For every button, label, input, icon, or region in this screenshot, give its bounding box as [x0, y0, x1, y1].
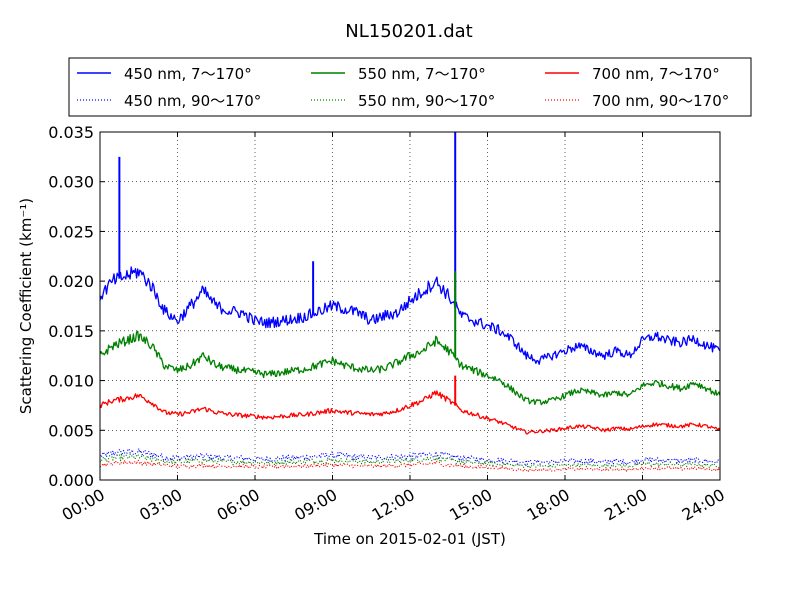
chart-title: NL150201.dat: [345, 21, 472, 42]
series-layer: [99, 132, 721, 472]
series-line: [99, 447, 721, 465]
legend-label: 550 nm, 90～170°: [358, 92, 495, 110]
legend-label: 450 nm, 90～170°: [124, 92, 261, 110]
y-tick-label: 0.005: [48, 421, 94, 440]
legend-label: 700 nm, 7～170°: [592, 65, 720, 83]
y-tick-label: 0.010: [48, 372, 94, 391]
y-tick-label: 0.000: [48, 471, 94, 490]
legend-label: 700 nm, 90～170°: [592, 92, 729, 110]
y-tick-label: 0.020: [48, 272, 94, 291]
legend: 450 nm, 7～170° 550 nm, 7～170° 700 nm, 7～17…: [68, 57, 752, 117]
y-tick-label: 0.030: [48, 173, 94, 192]
legend-label: 450 nm, 7～170°: [124, 65, 252, 83]
legend-label: 550 nm, 7～170°: [358, 65, 486, 83]
series-line: [99, 459, 721, 472]
y-tick-label: 0.035: [48, 123, 94, 142]
y-tick-label: 0.015: [48, 322, 94, 341]
y-axis-label: Scattering Coefficient (km⁻¹): [17, 198, 35, 414]
grid: [100, 132, 720, 480]
legend-items: 450 nm, 7～170° 550 nm, 7～170° 700 nm, 7～17…: [77, 65, 729, 110]
x-axis-label: Time on 2015-02-01 (JST): [313, 530, 506, 548]
series-line: [99, 266, 721, 365]
series-line: [99, 330, 721, 406]
plot-area: 00:00 03:00 06:00 09:00 12:00 15:00 18:00 21:00…: [48, 123, 728, 525]
plot-background: [100, 132, 720, 480]
y-tick-label: 0.025: [48, 222, 94, 241]
legend-frame: [68, 57, 752, 117]
series-line: [99, 390, 721, 435]
